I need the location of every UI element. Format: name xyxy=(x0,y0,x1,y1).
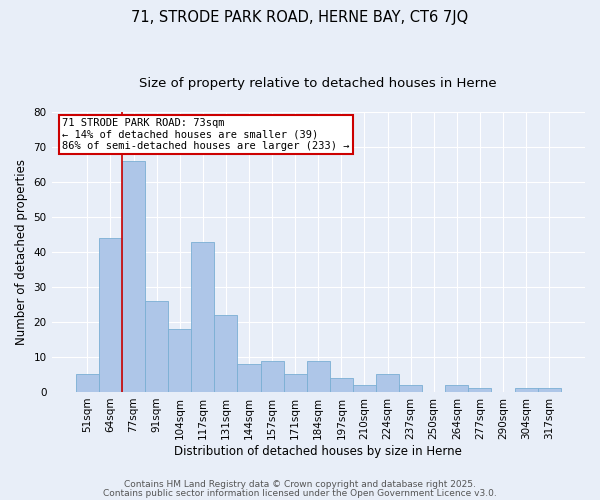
Text: Contains public sector information licensed under the Open Government Licence v3: Contains public sector information licen… xyxy=(103,490,497,498)
Text: 71 STRODE PARK ROAD: 73sqm
← 14% of detached houses are smaller (39)
86% of semi: 71 STRODE PARK ROAD: 73sqm ← 14% of deta… xyxy=(62,118,350,152)
Bar xyxy=(214,315,238,392)
Bar xyxy=(353,385,376,392)
Bar xyxy=(122,162,145,392)
Bar xyxy=(376,374,399,392)
Bar xyxy=(330,378,353,392)
Bar xyxy=(445,385,469,392)
Y-axis label: Number of detached properties: Number of detached properties xyxy=(15,159,28,345)
Text: Contains HM Land Registry data © Crown copyright and database right 2025.: Contains HM Land Registry data © Crown c… xyxy=(124,480,476,489)
Bar xyxy=(99,238,122,392)
Bar xyxy=(191,242,214,392)
Bar xyxy=(538,388,561,392)
X-axis label: Distribution of detached houses by size in Herne: Distribution of detached houses by size … xyxy=(175,444,462,458)
Bar xyxy=(260,360,284,392)
Text: 71, STRODE PARK ROAD, HERNE BAY, CT6 7JQ: 71, STRODE PARK ROAD, HERNE BAY, CT6 7JQ xyxy=(131,10,469,25)
Title: Size of property relative to detached houses in Herne: Size of property relative to detached ho… xyxy=(139,78,497,90)
Bar xyxy=(515,388,538,392)
Bar xyxy=(469,388,491,392)
Bar xyxy=(76,374,99,392)
Bar xyxy=(284,374,307,392)
Bar xyxy=(238,364,260,392)
Bar xyxy=(168,329,191,392)
Bar xyxy=(399,385,422,392)
Bar xyxy=(307,360,330,392)
Bar xyxy=(145,301,168,392)
